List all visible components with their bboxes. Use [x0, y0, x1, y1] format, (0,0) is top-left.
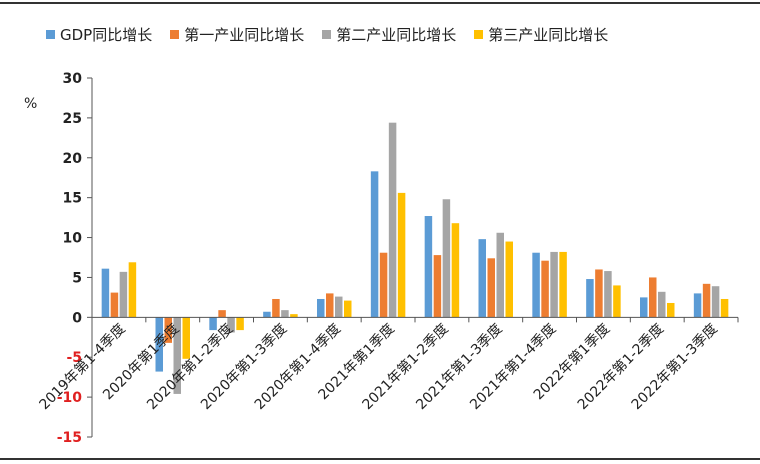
bar	[604, 271, 612, 318]
bar	[720, 298, 729, 318]
bar	[424, 216, 433, 318]
bar	[702, 283, 711, 318]
bar	[155, 317, 163, 372]
bar	[388, 122, 397, 318]
chart-legend: GDP同比增长 第一产业同比增长 第二产业同比增长 第三产业同比增长	[46, 24, 608, 45]
bar	[586, 279, 594, 318]
bar	[281, 310, 289, 318]
bar	[595, 269, 603, 318]
bar	[667, 302, 675, 318]
bar	[433, 255, 442, 318]
bar	[272, 298, 280, 318]
bar	[442, 199, 451, 318]
y-tick-label: 0	[72, 310, 82, 326]
bar	[290, 314, 298, 318]
bar	[693, 293, 702, 318]
y-tick-label: 5	[72, 270, 82, 286]
bar	[344, 300, 352, 318]
bar	[532, 252, 540, 318]
bar	[550, 251, 558, 318]
y-tick-label: 10	[63, 231, 83, 247]
legend-swatch-tertiary	[474, 30, 484, 39]
bar	[658, 291, 666, 318]
bar	[487, 258, 495, 318]
bar	[496, 232, 504, 318]
y-tick-label: -15	[57, 430, 82, 446]
legend-swatch-primary	[170, 30, 180, 39]
bar	[711, 286, 720, 318]
bar	[182, 317, 190, 359]
bar	[236, 317, 244, 331]
bar	[317, 298, 325, 318]
bar	[128, 262, 137, 318]
y-tick-label: -5	[66, 350, 82, 366]
bar	[110, 292, 119, 318]
legend-item-gdp: GDP同比增长	[46, 24, 152, 45]
bar	[478, 239, 486, 318]
bar	[101, 268, 110, 318]
y-tick-label: -10	[57, 390, 83, 406]
bar	[119, 271, 128, 318]
bar	[613, 285, 621, 318]
bar	[263, 311, 271, 318]
bar	[209, 317, 217, 331]
frame-top-rule	[0, 2, 760, 4]
bar	[640, 297, 648, 318]
y-tick-label: 25	[63, 111, 82, 127]
legend-label-gdp: GDP同比增长	[60, 26, 153, 44]
bar	[164, 317, 172, 343]
y-tick-label: 30	[63, 71, 83, 87]
legend-label-primary: 第一产业同比增长	[184, 26, 305, 44]
bar	[379, 252, 388, 318]
bar	[559, 251, 567, 318]
bar	[335, 296, 343, 318]
bar	[218, 310, 226, 318]
y-tick-label: 15	[63, 191, 82, 207]
bar	[397, 192, 406, 318]
legend-swatch-gdp	[46, 30, 55, 39]
frame-bottom-rule	[0, 458, 760, 460]
legend-swatch-secondary	[322, 30, 332, 39]
legend-label-tertiary: 第三产业同比增长	[488, 26, 609, 44]
legend-item-tertiary: 第三产业同比增长	[474, 24, 608, 45]
y-tick-label: 20	[63, 151, 83, 167]
legend-item-primary: 第一产业同比增长	[170, 24, 304, 45]
bar	[649, 277, 657, 318]
bar	[370, 171, 379, 318]
bar	[227, 317, 235, 333]
bar	[505, 241, 513, 318]
bar	[326, 293, 334, 318]
y-axis-unit-label: %	[24, 96, 38, 112]
bar	[541, 260, 549, 318]
legend-label-secondary: 第二产业同比增长	[336, 26, 457, 44]
bar	[451, 223, 460, 318]
legend-item-secondary: 第二产业同比增长	[322, 24, 456, 45]
bar	[173, 317, 181, 394]
